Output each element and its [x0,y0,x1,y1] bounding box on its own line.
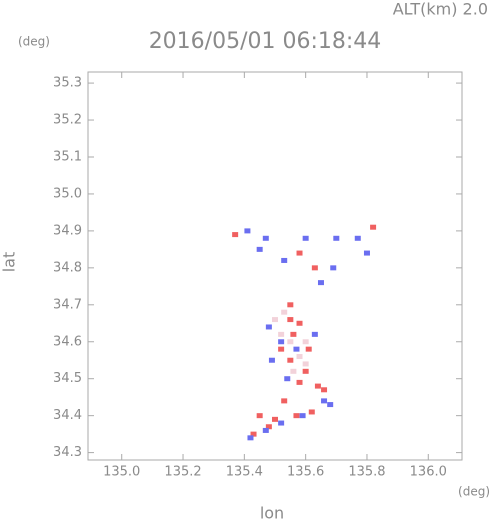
y-tick-label: 34.6 [53,334,82,349]
echo-cell [290,368,297,374]
altitude-annotation: ALT(km) 2.0 [393,0,488,19]
echo-cell [311,265,318,271]
echo-cell [314,383,321,389]
x-axis-label: lon [260,504,284,521]
echo-cell [333,235,340,241]
echo-cell [321,398,328,404]
echo-cell [272,317,278,323]
echo-cell [265,324,272,330]
echo-cell [287,317,294,323]
x-tick-label: 136.0 [410,465,447,480]
echo-cell [305,346,312,352]
echo-cell [244,228,251,234]
x-tick-label: 135.2 [164,465,201,480]
y-axis-label: lat [0,252,19,273]
x-tick-label: 135.0 [103,465,140,480]
echo-cell [272,416,278,422]
y-tick-label: 34.3 [53,445,82,460]
echo-cell [302,235,309,241]
echo-cell [278,346,285,352]
y-tick-label: 34.8 [53,260,82,275]
y-tick-label: 34.5 [53,371,82,386]
echo-cell [293,346,300,352]
echo-cell [317,280,324,286]
echo-cell [281,309,288,315]
echo-cell [265,424,272,430]
echo-cell [284,376,291,382]
echo-cell [296,320,303,326]
echo-cell [287,339,294,345]
y-unit: (deg) [18,35,50,49]
chart-title: 2016/05/01 06:18:44 [149,29,382,54]
echo-cell [278,331,285,337]
y-tick-label: 34.9 [53,223,82,238]
echo-cell [302,361,309,367]
echo-cell [299,413,306,419]
echo-cell [296,250,303,256]
echo-cell [232,232,239,238]
echo-cell [250,431,257,437]
echo-cell [293,413,300,419]
y-tick-label: 35.2 [53,113,82,128]
echo-cell [287,302,294,308]
echo-cell [268,357,275,363]
echo-cell [262,427,269,433]
echo-cell [262,235,269,241]
echo-cell [330,265,337,271]
y-tick-label: 34.4 [53,408,82,423]
echo-cell [302,368,309,374]
x-tick-label: 135.6 [287,465,324,480]
echo-cell [308,409,315,415]
echo-cell [363,250,370,256]
y-tick-label: 35.1 [53,149,82,164]
plot-frame [87,71,463,461]
echo-cell [327,402,334,408]
y-tick-label: 34.7 [53,297,82,312]
echo-cell [281,398,288,404]
echo-cell [354,235,361,241]
echo-cell [256,246,263,252]
x-unit: (deg) [458,485,490,499]
echo-cell [287,357,294,363]
echo-cell [296,379,303,385]
echo-cell [278,420,285,426]
echo-cell [278,339,285,345]
echo-cell [370,224,377,230]
y-tick-label: 35.3 [53,76,82,91]
echo-cell [281,257,288,263]
echo-cell [311,331,318,337]
echo-cell [290,331,297,337]
echo-cell [302,339,309,345]
echo-cell [321,387,328,393]
echo-cell [256,413,263,419]
y-tick-label: 35.0 [53,186,82,201]
x-tick-label: 135.8 [348,465,385,480]
echo-cell [296,354,303,360]
x-tick-label: 135.4 [226,465,263,480]
echo-cell [247,435,254,441]
